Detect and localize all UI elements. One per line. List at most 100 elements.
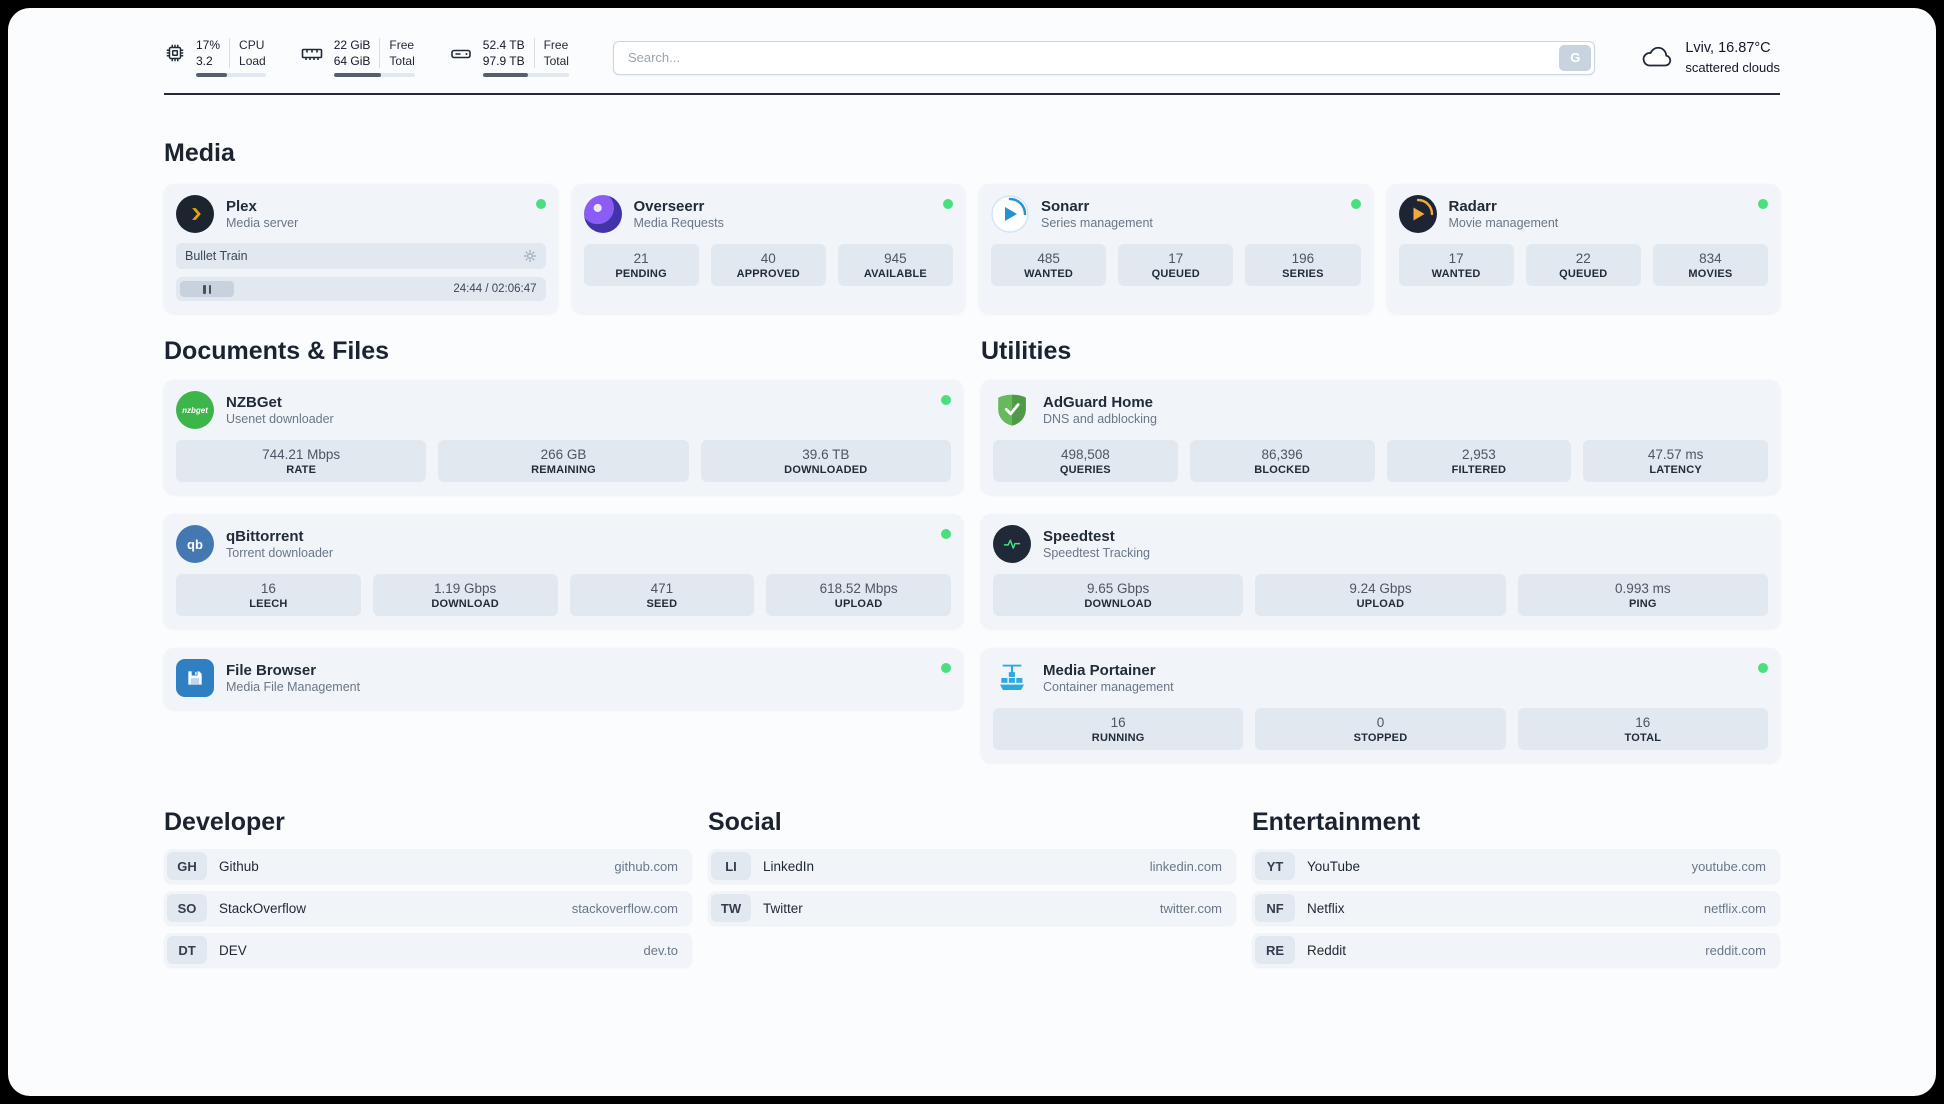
status-dot bbox=[1350, 199, 1361, 209]
cpu-widget: 17% 3.2 CPU Load bbox=[164, 38, 266, 77]
section-title-utilities: Utilities bbox=[981, 337, 1072, 365]
reddit-abbr-icon: RE bbox=[1255, 936, 1295, 964]
twitter-abbr-icon: TW bbox=[711, 894, 751, 922]
stat-remaining: 266 GB REMAINING bbox=[438, 440, 689, 482]
stat-wanted: 485 WANTED bbox=[991, 244, 1107, 286]
weather-condition: scattered clouds bbox=[1685, 59, 1780, 75]
app-subtitle: Media Requests bbox=[633, 216, 724, 230]
app-subtitle: Usenet downloader bbox=[226, 412, 334, 426]
section-documents: Documents & Files nzbget NZBGet Usenet d… bbox=[164, 337, 963, 709]
stat-ping: 0.993 ms PING bbox=[1517, 574, 1768, 616]
status-dot bbox=[941, 663, 951, 673]
section-utilities: Utilities bbox=[981, 337, 1780, 762]
app-subtitle: Media server bbox=[226, 216, 299, 230]
app-name: Media Portainer bbox=[1043, 662, 1156, 679]
nzbget-icon: nzbget bbox=[176, 391, 214, 429]
app-card-sonarr[interactable]: Sonarr Series management 485 WANTED 17 Q… bbox=[979, 184, 1373, 313]
app-subtitle: Container management bbox=[1043, 680, 1174, 694]
search-input[interactable] bbox=[612, 40, 1596, 75]
app-card-adguard[interactable]: AdGuard Home DNS and adblocking 498,508 … bbox=[981, 380, 1780, 494]
link-github[interactable]: GH Github github.com bbox=[164, 849, 692, 883]
netflix-abbr-icon: NF bbox=[1255, 894, 1295, 922]
app-card-radarr[interactable]: Radarr Movie management 17 WANTED 22 QUE… bbox=[1386, 184, 1780, 313]
stat-queued: 22 QUEUED bbox=[1525, 244, 1641, 286]
link-youtube[interactable]: YT YouTube youtube.com bbox=[1252, 849, 1780, 883]
stat-seed: 471 SEED bbox=[569, 574, 755, 616]
status-dot bbox=[535, 199, 546, 209]
cpu-load-label: Load bbox=[239, 54, 266, 68]
app-subtitle: DNS and adblocking bbox=[1043, 412, 1157, 426]
stat-queued: 17 QUEUED bbox=[1118, 244, 1234, 286]
link-reddit[interactable]: RE Reddit reddit.com bbox=[1252, 933, 1780, 967]
app-card-qbittorrent[interactable]: qb qBittorrent Torrent downloader 16 bbox=[164, 514, 963, 628]
link-netflix[interactable]: NF Netflix netflix.com bbox=[1252, 891, 1780, 925]
linkedin-abbr-icon: LI bbox=[711, 852, 751, 880]
stat-stopped: 0 STOPPED bbox=[1255, 708, 1506, 750]
sonarr-icon bbox=[991, 195, 1029, 233]
stat-leech: 16 LEECH bbox=[176, 574, 361, 616]
link-twitter[interactable]: TW Twitter twitter.com bbox=[708, 891, 1236, 925]
app-card-speedtest[interactable]: Speedtest Speedtest Tracking 9.65 Gbps D… bbox=[981, 514, 1780, 628]
dev-abbr-icon: DT bbox=[167, 936, 207, 964]
stat-downloaded: 39.6 TB DOWNLOADED bbox=[700, 440, 951, 482]
app-subtitle: Series management bbox=[1041, 216, 1153, 230]
disk-free-label: Free bbox=[543, 38, 569, 52]
ram-free-value: 22 GiB bbox=[333, 38, 371, 52]
app-card-portainer[interactable]: Media Portainer Container management 16 … bbox=[981, 648, 1780, 762]
section-title-developer: Developer bbox=[164, 808, 285, 836]
ram-free-label: Free bbox=[389, 38, 415, 52]
app-subtitle: Media File Management bbox=[226, 680, 361, 694]
disk-progress-bar bbox=[482, 73, 569, 77]
cpu-label: CPU bbox=[239, 38, 265, 52]
app-name: Radarr bbox=[1448, 198, 1497, 215]
dashboard-window: 17% 3.2 CPU Load bbox=[8, 8, 1936, 1096]
app-name: AdGuard Home bbox=[1043, 394, 1154, 411]
stat-download: 9.65 Gbps DOWNLOAD bbox=[993, 574, 1244, 616]
app-name: Overseerr bbox=[633, 198, 705, 215]
cpu-percent: 17% bbox=[196, 38, 221, 52]
app-card-filebrowser[interactable]: File Browser Media File Management bbox=[164, 648, 963, 709]
status-dot bbox=[1758, 199, 1768, 209]
playback-progress-bar: 24:44 / 02:06:47 bbox=[176, 277, 546, 301]
search-bar: G bbox=[612, 40, 1596, 75]
link-stackoverflow[interactable]: SO StackOverflow stackoverflow.com bbox=[164, 891, 692, 925]
youtube-abbr-icon: YT bbox=[1255, 852, 1295, 880]
pause-button[interactable] bbox=[180, 281, 234, 297]
cpu-icon bbox=[164, 42, 186, 64]
stat-blocked: 86,396 BLOCKED bbox=[1189, 440, 1375, 482]
stat-approved: 40 APPROVED bbox=[710, 244, 826, 286]
app-card-overseerr[interactable]: Overseerr Media Requests 21 PENDING 40 A… bbox=[571, 184, 965, 313]
link-dev[interactable]: DT DEV dev.to bbox=[164, 933, 692, 967]
stat-rate: 744.21 Mbps RATE bbox=[176, 440, 427, 482]
now-playing-title: Bullet Train bbox=[185, 249, 248, 263]
stat-series: 196 SERIES bbox=[1245, 244, 1361, 286]
speedtest-icon bbox=[993, 525, 1031, 563]
app-card-plex[interactable]: Plex Media server Bullet Train bbox=[164, 184, 558, 313]
stat-upload: 9.24 Gbps UPLOAD bbox=[1255, 574, 1506, 616]
status-dot bbox=[943, 199, 953, 209]
stat-total: 16 TOTAL bbox=[1517, 708, 1768, 750]
section-entertainment: Entertainment YT YouTube youtube.com NF … bbox=[1252, 808, 1780, 967]
search-provider-button[interactable]: G bbox=[1559, 44, 1592, 71]
ram-total-label: Total bbox=[389, 54, 415, 68]
ram-widget: 22 GiB 64 GiB Free Total bbox=[300, 38, 415, 77]
disk-total-value: 97.9 TB bbox=[482, 54, 525, 68]
stat-upload: 618.52 Mbps UPLOAD bbox=[766, 574, 951, 616]
section-developer: Developer GH Github github.com SO StackO… bbox=[164, 808, 692, 967]
app-subtitle: Speedtest Tracking bbox=[1043, 546, 1151, 560]
status-dot bbox=[1758, 663, 1768, 673]
cloud-icon bbox=[1639, 44, 1675, 70]
disk-icon bbox=[449, 42, 473, 66]
now-playing-bar: Bullet Train bbox=[176, 243, 546, 269]
app-card-nzbget[interactable]: nzbget NZBGet Usenet downloader 744.21 M… bbox=[164, 380, 963, 494]
app-name: Plex bbox=[226, 198, 257, 215]
app-name: File Browser bbox=[226, 662, 317, 679]
radarr-icon bbox=[1398, 195, 1437, 233]
ram-progress-bar bbox=[333, 73, 415, 77]
link-linkedin[interactable]: LI LinkedIn linkedin.com bbox=[708, 849, 1236, 883]
settings-gear-icon[interactable] bbox=[523, 249, 537, 263]
section-social: Social LI LinkedIn linkedin.com TW Twitt… bbox=[708, 808, 1236, 925]
cpu-progress-bar bbox=[196, 73, 266, 77]
stat-available: 945 AVAILABLE bbox=[837, 244, 954, 286]
overseerr-icon bbox=[583, 195, 622, 233]
